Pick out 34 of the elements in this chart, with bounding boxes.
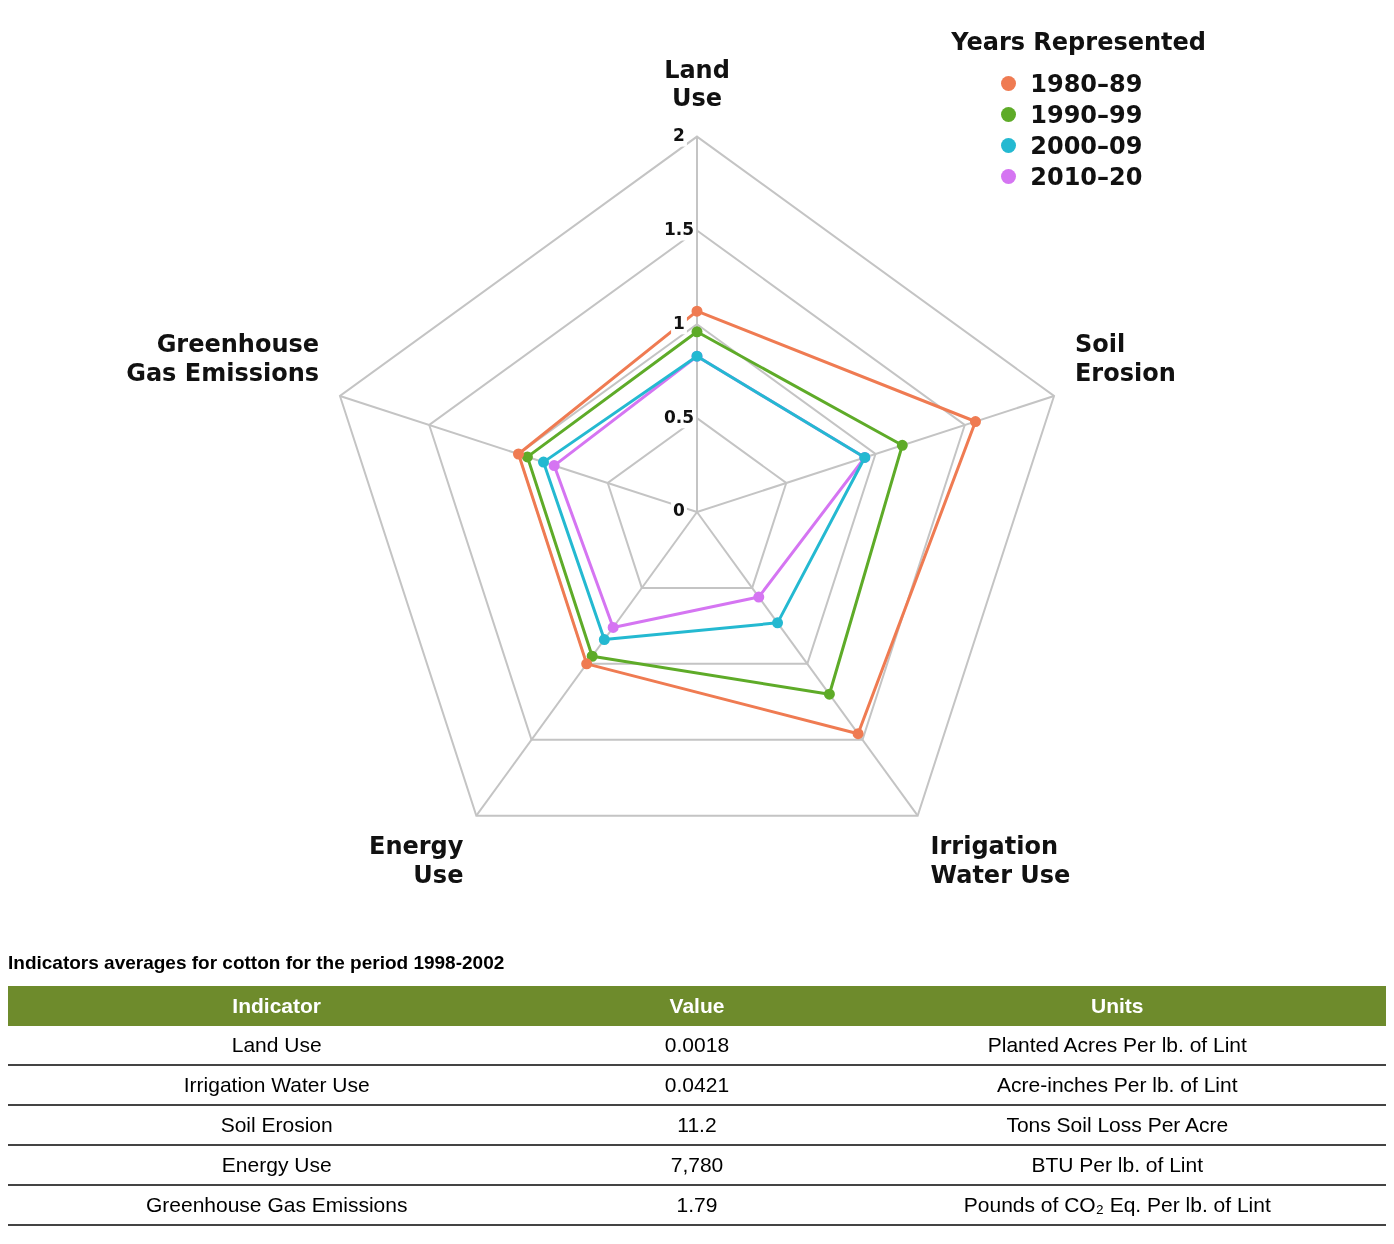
spoke-label: Irrigation Water Use xyxy=(930,832,1071,889)
text: Land Use xyxy=(231,1033,322,1056)
y-tick-label: 0.5 xyxy=(663,406,695,427)
text: Indicators averages for cotton for the period 1998-2002 xyxy=(8,952,506,974)
text: Acre-inches Per lb. of Lint xyxy=(997,1073,1238,1096)
text: 0.0421 xyxy=(664,1073,730,1096)
legend-label: 2000–09 xyxy=(1030,131,1143,160)
y-tick-label: 0 xyxy=(673,500,686,521)
y-tick-label: 1.5 xyxy=(663,218,695,239)
y-tick-label: 2 xyxy=(673,125,685,146)
text: BTU Per lb. of Lint xyxy=(1031,1153,1204,1176)
text: Planted Acres Per lb. of Lint xyxy=(987,1033,1247,1056)
text: Energy Use xyxy=(221,1153,332,1176)
legend-title: Years Represented xyxy=(951,28,1206,56)
text: 7,780 xyxy=(670,1153,724,1176)
text: Pounds of CO₂ Eq. Per lb. of Lint xyxy=(963,1193,1271,1216)
category-label: Units xyxy=(1090,993,1145,1019)
category-label: Indicator xyxy=(231,993,323,1019)
spoke-label: Energy Use xyxy=(368,832,464,889)
text: 1.79 xyxy=(676,1193,718,1216)
legend-label: 1980–89 xyxy=(1030,69,1143,98)
text: Greenhouse Gas Emissions xyxy=(145,1193,408,1216)
spoke-label: Land Use xyxy=(664,55,730,113)
text: Tons Soil Loss Per Acre xyxy=(1006,1113,1229,1136)
text: 0.0018 xyxy=(664,1033,730,1056)
spoke-label: Greenhouse Gas Emissions xyxy=(126,330,320,388)
spoke-label: Soil Erosion xyxy=(1074,330,1176,388)
text: Soil Erosion xyxy=(220,1113,333,1136)
category-label: Value xyxy=(668,993,726,1019)
legend-label: 2010–20 xyxy=(1030,162,1143,191)
text: Irrigation Water Use xyxy=(183,1073,370,1096)
y-tick-label: 1 xyxy=(673,312,685,333)
legend-label: 1990–99 xyxy=(1030,100,1143,129)
text: 11.2 xyxy=(677,1113,717,1136)
